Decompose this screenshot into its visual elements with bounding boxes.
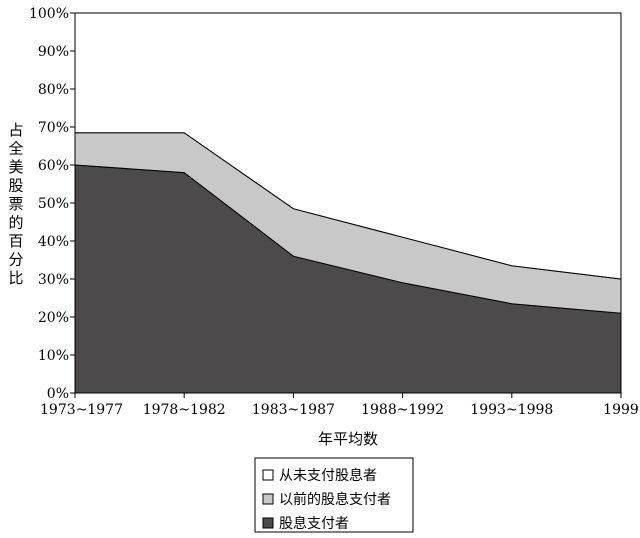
y-axis-title-char: 的 [8,214,23,232]
y-tick-label: 20% [38,310,69,326]
y-tick-label: 30% [38,272,69,288]
y-tick-label: 80% [38,82,69,98]
x-tick-label: 1983~1987 [252,402,335,418]
y-axis-title-char: 股 [8,177,23,195]
legend-label: 股息支付者 [279,515,349,532]
y-axis-title-char: 占 [8,121,23,139]
x-axis: 1973~1977 1978~1982 1983~1987 1988~1992 1993… [40,393,639,418]
y-tick-label: 60% [38,158,69,174]
y-tick-label: 40% [38,234,69,250]
y-axis-title-char: 分 [8,251,23,269]
y-tick-label: 100% [29,6,69,22]
y-tick-label: 90% [38,44,69,60]
y-axis: 0% 10% 20% 30% 40% 50% 60% 70% 80% 90% 100% [29,6,75,402]
x-tick-label: 1993~1998 [470,402,553,418]
y-axis-title-char: 百 [8,232,23,250]
legend-label: 从未支付股息者 [279,467,377,484]
y-tick-label: 70% [38,120,69,136]
area-series-group [74,12,622,394]
legend-box [254,457,414,533]
y-axis-title-char: 比 [8,269,23,287]
legend-swatch [262,493,274,505]
legend-swatch [262,517,274,529]
y-tick-label: 10% [38,348,69,364]
x-axis-title: 年平均数 [318,430,378,448]
y-axis-title-char: 美 [8,158,23,176]
y-tick-label: 50% [38,196,69,212]
y-axis-title-char: 票 [8,195,23,213]
x-tick-label: 1973~1977 [40,402,123,418]
legend-swatch [262,469,274,481]
y-axis-title-char: 全 [8,140,23,158]
x-tick-label: 1978~1982 [143,402,226,418]
legend-label: 以前的股息支付者 [279,491,391,508]
x-tick-label: 1988~1992 [361,402,444,418]
y-tick-label: 0% [47,386,69,402]
x-tick-label: 1999 [603,402,639,418]
